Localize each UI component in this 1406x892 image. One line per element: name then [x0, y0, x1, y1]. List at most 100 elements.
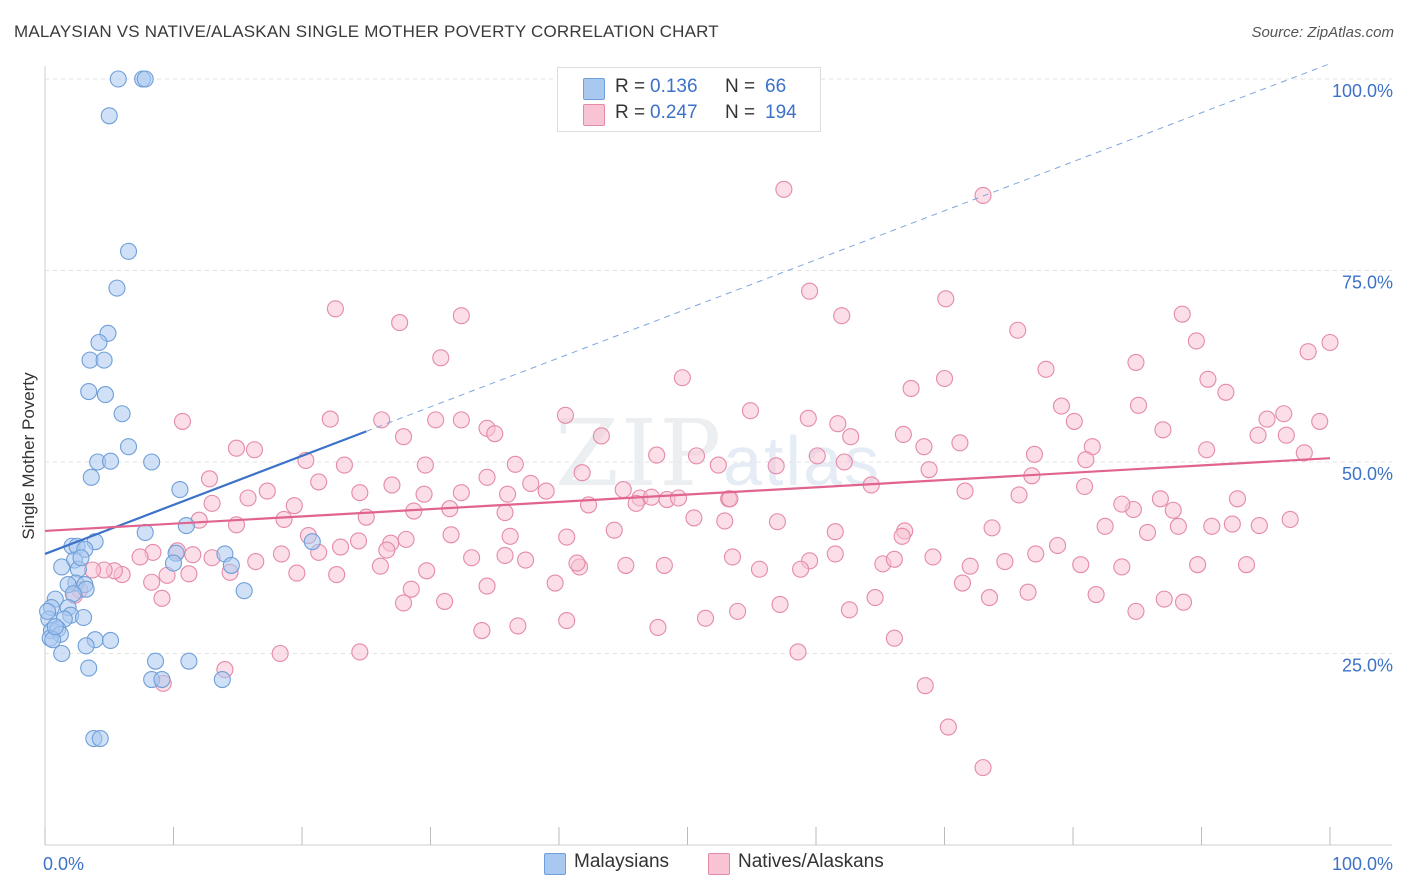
native-alaskan-point [247, 553, 265, 571]
native-alaskan-point [648, 446, 666, 464]
native-alaskan-point [442, 526, 460, 544]
native-alaskan-point [335, 456, 353, 474]
native-alaskan-point [496, 504, 514, 522]
malaysian-point [77, 637, 95, 655]
legend-label: Malaysians [574, 851, 670, 872]
native-alaskan-point [418, 562, 436, 580]
native-alaskan-point [1113, 558, 1131, 576]
native-alaskan-point [452, 484, 470, 502]
malaysian-point [82, 468, 100, 486]
native-alaskan-point [517, 551, 535, 569]
malaysian-point [80, 659, 98, 677]
n-value: 66 [765, 76, 787, 97]
malaysian-point [180, 652, 198, 670]
native-alaskan-trend-line [44, 457, 1331, 533]
native-alaskan-point [1065, 412, 1083, 430]
native-alaskan-point [509, 617, 527, 635]
malaysian-point [153, 670, 171, 689]
native-alaskan-point [1127, 602, 1145, 620]
malaysian-points [39, 70, 321, 748]
native-alaskan-point [1138, 523, 1157, 542]
malaysian-point [222, 556, 240, 574]
native-alaskan-point [1275, 405, 1293, 423]
malaysian-point [53, 644, 71, 663]
native-alaskan-point [723, 548, 742, 566]
native-alaskan-point [546, 574, 564, 592]
native-alaskan-point [1009, 321, 1027, 339]
native-alaskan-point [143, 573, 161, 591]
native-alaskan-point [501, 527, 519, 545]
native-alaskan-point [432, 349, 450, 367]
native-alaskan-point [378, 541, 396, 559]
native-alaskan-point [885, 629, 903, 647]
native-alaskan-point [1037, 360, 1055, 378]
malaysian-point [213, 670, 231, 689]
native-alaskan-point [452, 307, 470, 325]
series-legend: Malaysians Natives/Alaskans [544, 851, 944, 877]
native-alaskan-point [310, 473, 328, 491]
correlation-legend: R = 0.136 N = 66 R = 0.247 N = 194 [557, 67, 821, 132]
native-alaskan-point [285, 497, 303, 515]
native-alaskan-point [383, 476, 401, 494]
native-alaskan-point [1129, 396, 1148, 414]
native-alaskan-point [771, 595, 789, 614]
native-alaskan-point [799, 409, 817, 427]
native-alaskan-point [696, 609, 715, 627]
native-alaskan-point [397, 530, 415, 548]
native-alaskan-point [840, 601, 858, 619]
native-alaskan-point [1010, 486, 1028, 504]
native-alaskan-point [974, 759, 992, 777]
native-alaskan-point [328, 566, 346, 584]
malaysian-point [90, 333, 108, 352]
native-alaskan-point [1077, 451, 1095, 469]
malaysian-point [143, 453, 161, 471]
native-alaskan-point [937, 290, 955, 308]
native-alaskan-point [1311, 412, 1329, 430]
native-alaskan-point [506, 455, 524, 473]
native-alaskan-point [1277, 426, 1295, 444]
native-alaskan-point [592, 427, 610, 445]
native-alaskan-point [391, 314, 409, 332]
native-alaskan-point [1258, 410, 1276, 428]
native-alaskan-point [331, 538, 350, 556]
native-alaskan-point [808, 447, 826, 465]
native-alaskan-point [1154, 421, 1172, 439]
native-alaskan-point [829, 415, 847, 433]
native-alaskan-point [953, 574, 972, 592]
malaysian-point [136, 523, 154, 542]
malaysian-point [101, 452, 120, 470]
legend-row-natives: R = 0.247 N = 194 [558, 102, 820, 128]
native-alaskan-point [394, 428, 413, 446]
native-alaskan-point [131, 548, 149, 566]
native-alaskan-point [951, 434, 969, 452]
legend-swatch-pink [583, 104, 605, 126]
native-alaskan-point [496, 546, 514, 565]
native-alaskan-point [1096, 517, 1114, 535]
native-alaskan-point [1249, 426, 1267, 444]
native-alaskan-point [826, 545, 844, 563]
n-label: N = [725, 76, 756, 97]
native-alaskan-point [83, 561, 102, 579]
malaysian-point [119, 438, 138, 456]
native-alaskan-point [1113, 495, 1131, 513]
malaysian-point [39, 602, 57, 620]
y-tick-label: 25.0% [1342, 656, 1393, 676]
native-alaskan-point [916, 677, 934, 695]
native-alaskan-point [617, 556, 635, 574]
native-alaskan-point [980, 589, 999, 607]
native-alaskan-point [835, 453, 853, 471]
native-alaskan-point [415, 485, 433, 503]
native-alaskan-point [473, 621, 491, 640]
native-alaskan-point [1087, 585, 1105, 604]
native-alaskan-point [826, 523, 844, 541]
native-alaskan-point [915, 438, 933, 456]
native-alaskan-point [394, 594, 413, 612]
malaysian-point [101, 631, 120, 650]
native-alaskan-point [436, 592, 454, 610]
malaysian-point [113, 405, 131, 423]
native-alaskan-point [1217, 383, 1235, 401]
malaysian-point [119, 242, 138, 260]
native-alaskan-point [180, 565, 198, 583]
malaysian-point [303, 533, 321, 551]
